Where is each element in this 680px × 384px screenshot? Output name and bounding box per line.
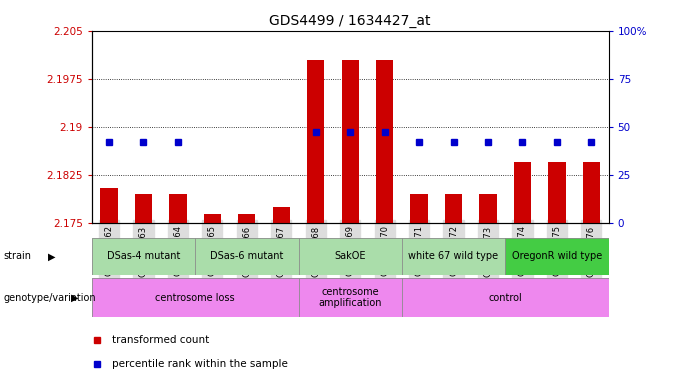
Bar [411,194,428,223]
Text: percentile rank within the sample: percentile rank within the sample [112,359,288,369]
Bar [445,194,462,223]
Bar [479,194,496,223]
Bar [238,214,256,223]
Bar [402,238,505,275]
Bar [583,162,600,223]
Text: ▶: ▶ [71,293,79,303]
Text: SakOE: SakOE [335,251,366,262]
Bar [92,238,195,275]
Text: DSas-4 mutant: DSas-4 mutant [107,251,180,262]
Bar [505,238,609,275]
Bar [204,214,221,223]
Bar [341,60,359,223]
Bar [299,278,402,317]
Bar [195,238,299,275]
Title: GDS4499 / 1634427_at: GDS4499 / 1634427_at [269,14,431,28]
Bar [299,238,402,275]
Text: control: control [488,293,522,303]
Bar [169,194,186,223]
Bar [376,60,393,223]
Text: ▶: ▶ [48,251,55,262]
Bar [135,194,152,223]
Bar [307,60,324,223]
Bar [92,278,299,317]
Bar [514,162,531,223]
Bar [273,207,290,223]
Text: strain: strain [3,251,31,262]
Text: transformed count: transformed count [112,335,209,345]
Text: OregonR wild type: OregonR wild type [512,251,602,262]
Text: DSas-6 mutant: DSas-6 mutant [210,251,284,262]
Bar [548,162,566,223]
Text: genotype/variation: genotype/variation [3,293,96,303]
Bar [101,187,118,223]
Text: white 67 wild type: white 67 wild type [409,251,498,262]
Bar [402,278,609,317]
Text: centrosome loss: centrosome loss [155,293,235,303]
Text: centrosome
amplification: centrosome amplification [318,287,382,308]
